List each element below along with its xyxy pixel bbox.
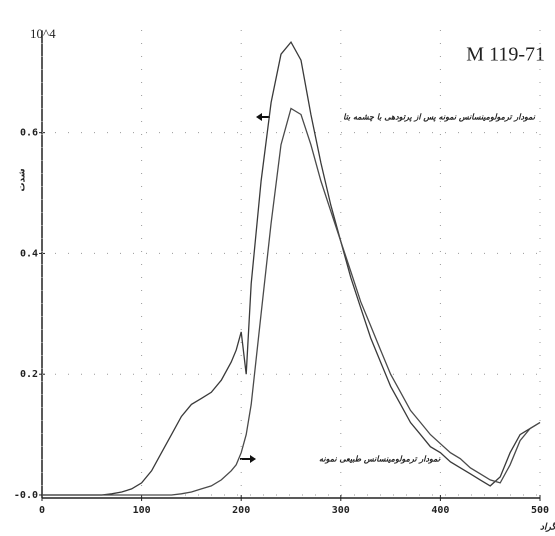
x-tick-label: 300 [332, 505, 350, 516]
y-tick-label: -0.0 [14, 490, 38, 501]
x-tick-label: 0 [39, 505, 45, 516]
x-tick-label: 500 [531, 505, 549, 516]
curve [42, 40, 541, 496]
y-tick-label: 0.4 [20, 248, 38, 259]
x-tick-label: 200 [232, 505, 250, 516]
sample-code: M 119-71 [466, 44, 545, 66]
x-axis-label: دما بر حسب درجه سانتی گراد [540, 521, 555, 533]
arrow-head [256, 113, 262, 121]
y-tick-label: 0.6 [20, 128, 38, 139]
annotation: نمودار ترمولومینسانس نمونه پس از پرتودهی… [343, 113, 536, 123]
x-tick-label: 400 [431, 505, 449, 516]
arrow-head [250, 455, 256, 463]
annotation: نمودار ترمولومینسانس طبیعی نمونه [319, 455, 441, 465]
curve [42, 107, 541, 496]
y-tick-label: 0.2 [20, 369, 38, 380]
y-axis-label: شدت [18, 168, 28, 191]
x-tick-label: 100 [133, 505, 151, 516]
y-scale-label: 10^4 [30, 26, 56, 41]
